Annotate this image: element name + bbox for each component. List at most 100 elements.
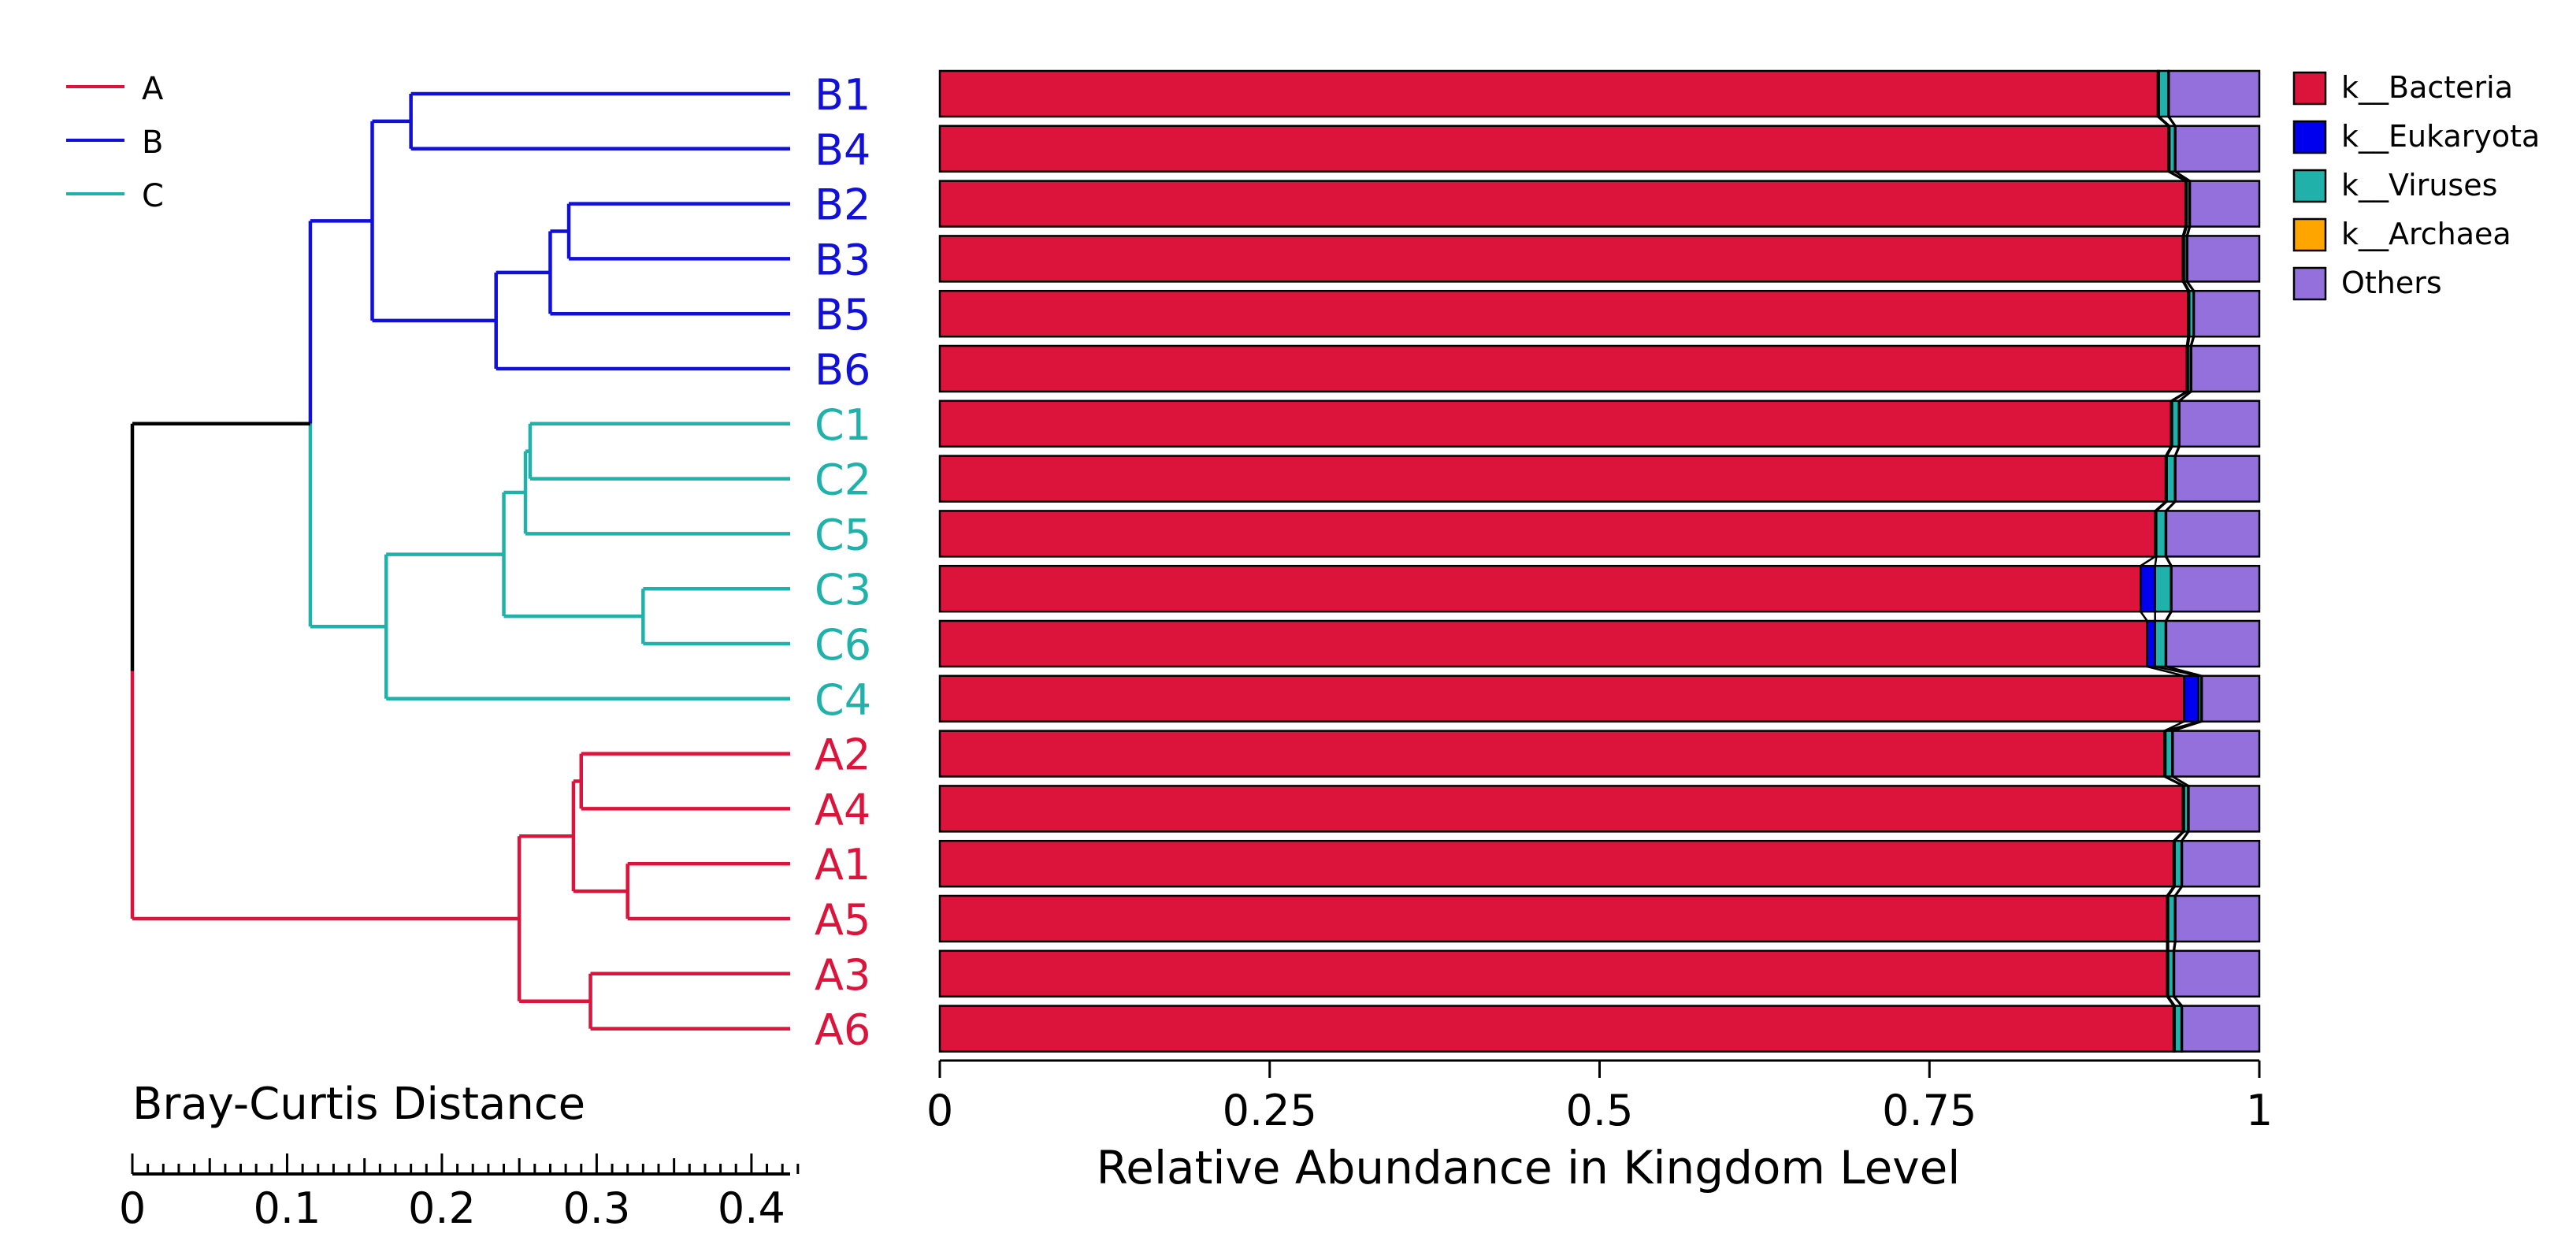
stack-connector (2140, 555, 2156, 567)
bar-segment (2140, 564, 2156, 613)
sample-label: A1 (815, 840, 870, 890)
stack-connector (2166, 996, 2175, 1007)
sample-label: A3 (815, 950, 870, 1000)
stack-connector (2168, 116, 2177, 127)
stack-connector (2169, 170, 2188, 182)
x-axis-label: Relative Abundance in Kingdom Level (1097, 1141, 1961, 1194)
bar-segment (2181, 1005, 2261, 1053)
bar-segment (2200, 674, 2261, 723)
x-tick-label: 1 (2246, 1086, 2273, 1135)
bar-segment (2173, 839, 2183, 888)
group-legend: ABC (66, 71, 164, 214)
bar-segment (2154, 619, 2167, 668)
distance-scale-label: Bray-Curtis Distance (132, 1079, 585, 1130)
bar-segment (2167, 894, 2177, 943)
stack-connector (2181, 226, 2187, 236)
bar-segment (938, 564, 2142, 613)
bar-segment (2164, 730, 2173, 778)
bar-segment (2173, 949, 2261, 998)
kingdom-legend-label: k__Archaea (2341, 217, 2511, 251)
bar-segment (938, 510, 2156, 558)
bar-segment (2188, 180, 2261, 228)
stack-connector (2185, 336, 2189, 347)
stack-connector (2187, 336, 2191, 347)
stack-connector (2165, 775, 2185, 787)
bar-segment (2186, 235, 2261, 283)
stack-connector (2173, 830, 2185, 842)
bar-segment (2166, 455, 2177, 503)
stack-connector (2154, 556, 2158, 566)
bar-segment (2158, 69, 2170, 118)
bar-segment (2171, 399, 2181, 448)
distance-scale-tick-label: 0 (119, 1183, 146, 1233)
bar-segment (938, 894, 2168, 943)
bar-segment (938, 180, 2187, 228)
distance-scale-tick-label: 0.2 (408, 1183, 476, 1233)
sample-label: A5 (815, 895, 870, 945)
sample-label: C1 (815, 400, 871, 450)
stack-connector (2167, 996, 2176, 1007)
stack-connector (2172, 775, 2190, 787)
group-legend-label: C (142, 178, 164, 214)
sample-label: B6 (815, 345, 870, 395)
stack-connector (2155, 500, 2168, 512)
sample-label: B1 (815, 70, 870, 120)
bar-segment (938, 455, 2167, 503)
stack-connector (2186, 280, 2196, 292)
sample-label: B5 (815, 290, 870, 340)
stack-connector (2166, 500, 2177, 512)
x-tick-label: 0.25 (1223, 1086, 1317, 1135)
stacked-bars (938, 69, 2261, 1053)
bar-segment (938, 619, 2148, 668)
stack-connectors (2140, 116, 2203, 1007)
stack-connector (2173, 941, 2177, 951)
stack-connector (2181, 830, 2190, 841)
sample-label: C4 (815, 675, 871, 725)
stack-connector (2172, 720, 2203, 732)
stack-connector (2147, 665, 2184, 678)
bar-segment (2165, 619, 2261, 668)
bar-segment (2172, 730, 2261, 778)
stack-connector (2186, 226, 2192, 236)
stack-connector (2140, 611, 2148, 622)
x-tick-label: 0 (926, 1086, 953, 1135)
distance-scale: Bray-Curtis Distance 0 0.1 0.2 0.3 0.4 (119, 1079, 800, 1233)
kingdom-legend-label: k__Viruses (2341, 168, 2497, 202)
stack-connector (2165, 611, 2173, 622)
sample-label: A6 (815, 1005, 870, 1055)
kingdom-legend: k__Bacteria k__Eukaryota k__Viruses k__Arch… (2292, 70, 2540, 301)
bar-segment (2165, 510, 2261, 558)
bar-segment (938, 344, 2188, 393)
bar-segment (2174, 455, 2261, 503)
sample-label: C5 (815, 510, 871, 559)
bar-segment (938, 399, 2173, 448)
sample-label: B2 (815, 180, 870, 230)
kingdom-legend-label: Others (2341, 266, 2442, 300)
stack-connector (2167, 886, 2176, 897)
x-axis: Relative Abundance in Kingdom Level 0 0.2… (926, 1059, 2273, 1194)
stack-connector (2166, 446, 2173, 457)
bar-segment (938, 839, 2175, 888)
bar-segment (2168, 69, 2261, 118)
stack-connector (2178, 391, 2192, 402)
stack-connector (2181, 280, 2189, 292)
bar-segment (2174, 894, 2261, 943)
kingdom-legend-swatch (2292, 217, 2327, 252)
bar-segment (2174, 124, 2261, 173)
bar-segment (938, 785, 2184, 833)
bar-segment (938, 289, 2189, 338)
stack-connector (2155, 665, 2199, 678)
kingdom-legend-swatch (2292, 266, 2327, 301)
bar-segment (2178, 399, 2261, 448)
sample-label: A2 (815, 730, 870, 780)
stack-connector (2174, 886, 2184, 897)
bar-segment (2183, 674, 2200, 723)
stack-connector (2183, 226, 2188, 236)
group-legend-label: A (142, 71, 164, 107)
bar-segment (2181, 839, 2261, 888)
stack-connector (2166, 665, 2203, 678)
stack-connector (2165, 555, 2173, 566)
sample-label: B4 (815, 125, 870, 175)
